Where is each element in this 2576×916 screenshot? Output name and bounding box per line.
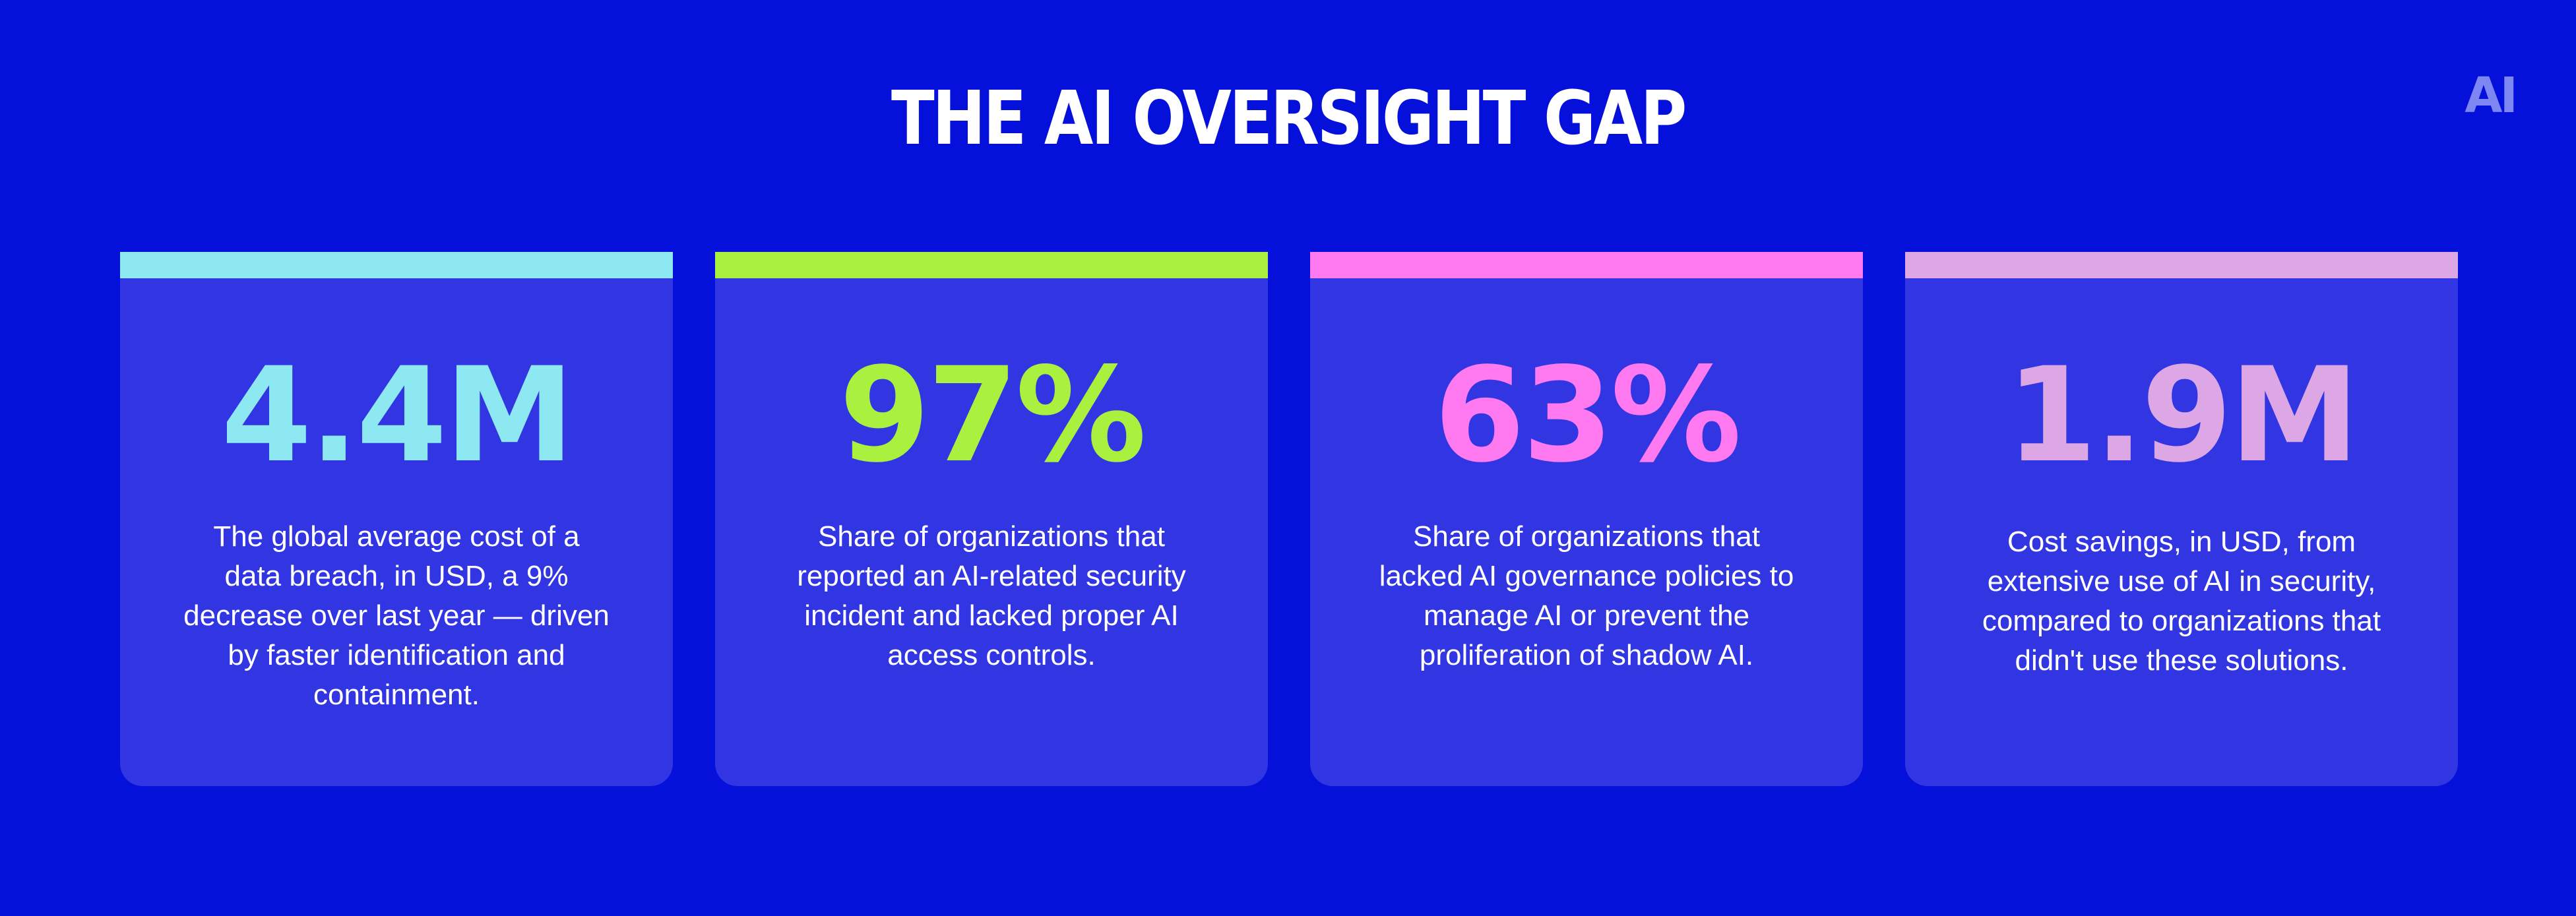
stat-description: Share of organizations that reported an … [797, 520, 1186, 671]
stat-description: Cost savings, in USD, from extensive use… [1982, 526, 2381, 677]
stat-description: Share of organizations that lacked AI go… [1379, 520, 1794, 671]
stat-card-breach-cost: 4.4M The global average cost of a data b… [120, 252, 673, 786]
ai-logo: AI [2465, 67, 2518, 124]
stat-description: The global average cost of a data breach… [183, 520, 610, 711]
card-accent-bar [1310, 252, 1863, 278]
stat-card-cost-savings: 1.9M Cost savings, in USD, from extensiv… [1905, 252, 2458, 786]
page-title: THE AI OVERSIGHT GAP [891, 76, 1687, 162]
stat-value: 1.9M [2006, 339, 2360, 491]
stat-value: 63% [1434, 339, 1742, 491]
card-accent-bar [120, 252, 673, 278]
stat-value: 4.4M [221, 339, 575, 491]
card-accent-bar [715, 252, 1268, 278]
stat-card-governance: 63% Share of organizations that lacked A… [1310, 252, 1863, 786]
stat-cards: 4.4M The global average cost of a data b… [120, 252, 2458, 786]
card-accent-bar [1905, 252, 2458, 278]
stat-value: 97% [839, 339, 1147, 491]
stat-card-ai-incidents: 97% Share of organizations that reported… [715, 252, 1268, 786]
